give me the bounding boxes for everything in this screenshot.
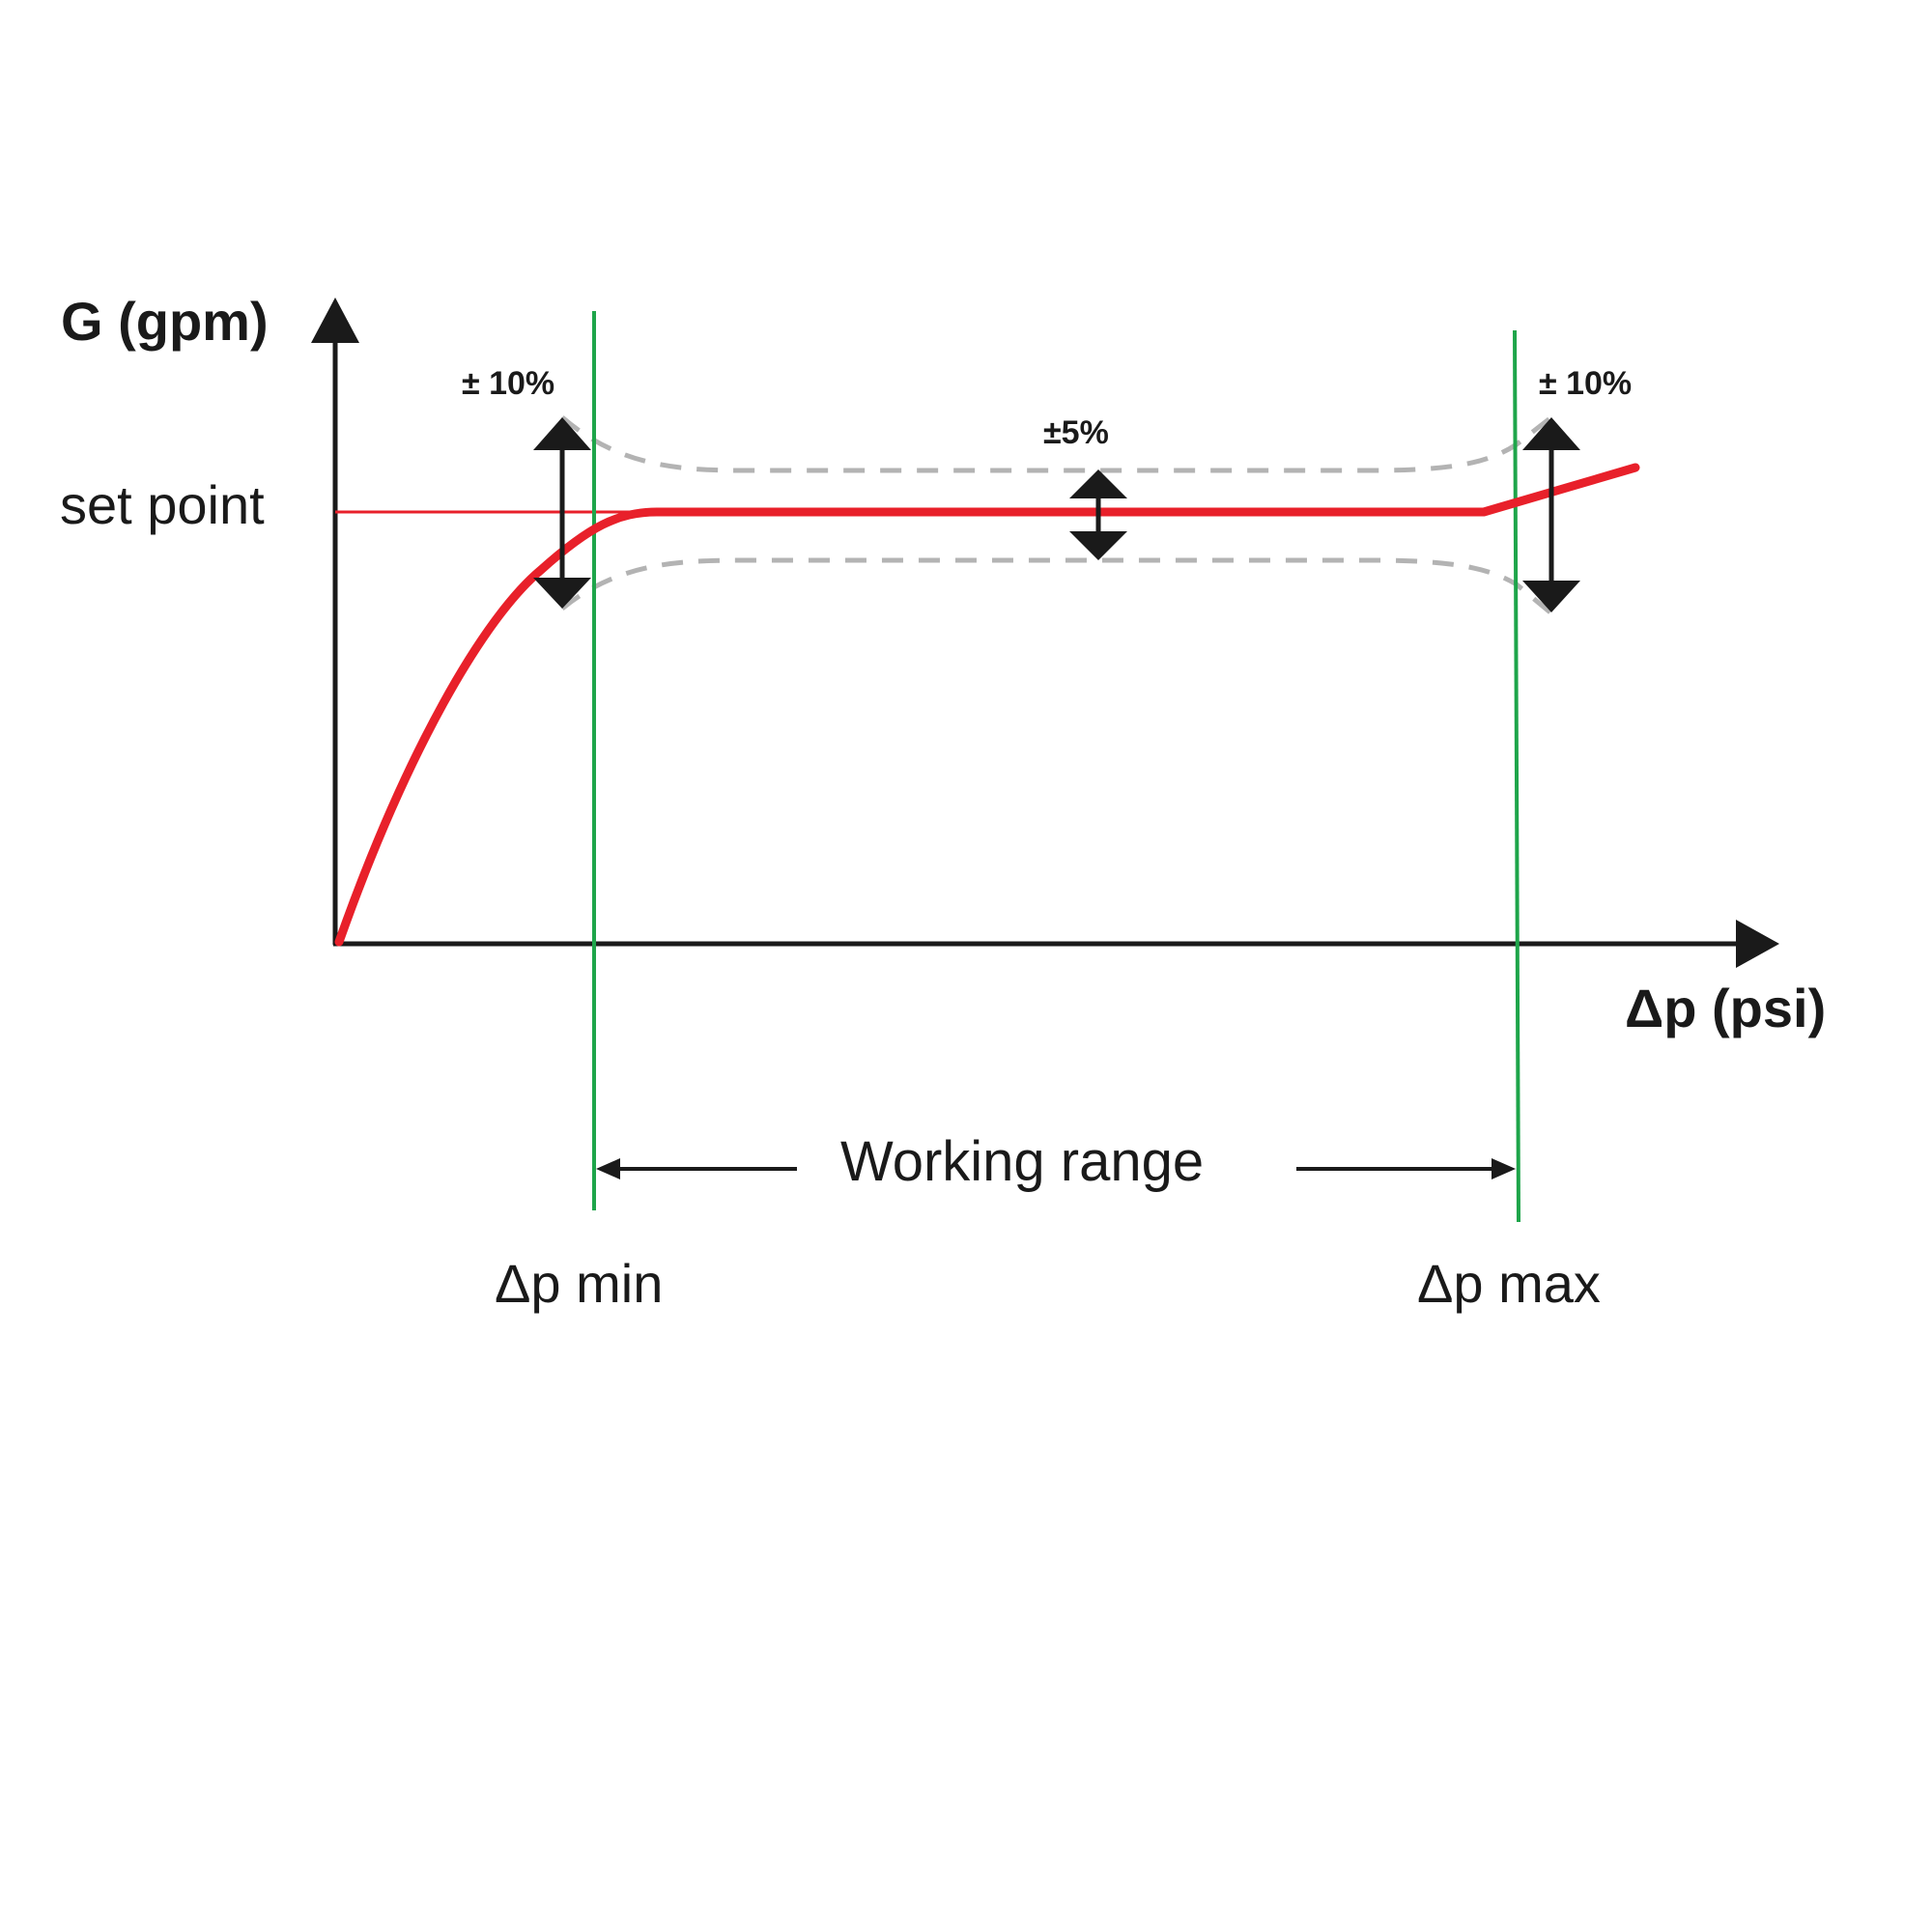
flow-curve xyxy=(334,463,1640,947)
working-range-label: Working range xyxy=(840,1130,1204,1193)
tolerance-band-lower xyxy=(560,557,1553,615)
arrow-down-icon xyxy=(1522,581,1580,612)
tolerance-right-label: ± 10% xyxy=(1539,365,1632,402)
left-tolerance-arrow xyxy=(533,417,591,609)
arrow-down-icon xyxy=(1069,531,1127,560)
tolerance-band-upper xyxy=(560,415,1553,473)
tolerance-left-label: ± 10% xyxy=(462,365,554,402)
arrow-left-icon xyxy=(596,1158,620,1179)
arrow-up-icon xyxy=(533,417,591,450)
dp-max-label: Δp max xyxy=(1417,1253,1601,1314)
arrow-right-icon xyxy=(1492,1158,1516,1179)
tolerance-middle-label: ±5% xyxy=(1043,414,1109,451)
set-point-label: set point xyxy=(60,474,265,535)
y-axis-label: G (gpm) xyxy=(61,291,269,352)
tolerance-band xyxy=(560,415,1553,615)
arrow-up-icon xyxy=(1522,417,1580,450)
middle-tolerance-arrow xyxy=(1069,469,1127,560)
axes xyxy=(311,298,1779,968)
x-axis-label: Δp (psi) xyxy=(1625,978,1826,1038)
right-tolerance-arrow xyxy=(1522,417,1580,612)
x-axis-arrowhead-icon xyxy=(1736,920,1779,968)
dp-min-label: Δp min xyxy=(495,1253,663,1314)
working-range-arrows xyxy=(596,1158,1516,1179)
y-axis-arrowhead-icon xyxy=(311,298,359,343)
arrow-down-icon xyxy=(533,578,591,609)
dp-max-limit-line xyxy=(1513,329,1520,1223)
arrow-up-icon xyxy=(1069,469,1127,498)
